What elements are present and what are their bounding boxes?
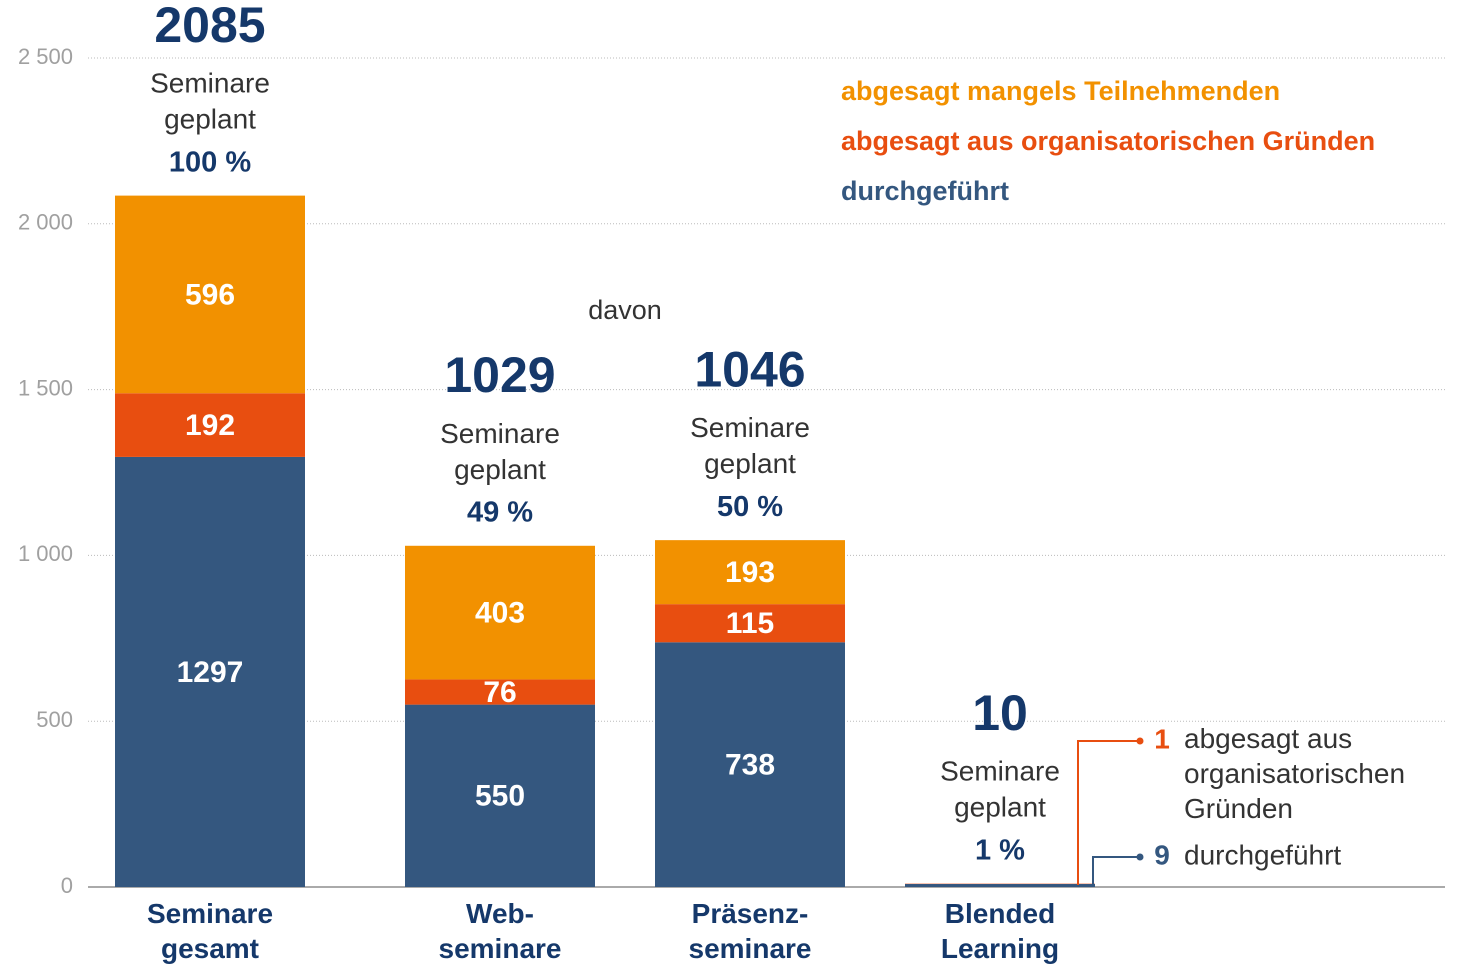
bar-segment bbox=[115, 456, 305, 887]
x-tick-label: Präsenz-seminare bbox=[689, 898, 812, 964]
percent-label: 100 % bbox=[169, 146, 251, 178]
percent-label: 50 % bbox=[717, 491, 783, 523]
bar-segment bbox=[655, 540, 845, 605]
bar-value-label: 403 bbox=[475, 597, 525, 630]
y-tick-label: 500 bbox=[36, 707, 73, 732]
total-sublabel: Seminare geplant bbox=[940, 756, 1060, 823]
x-tick-label: Web-seminare bbox=[439, 898, 562, 964]
total-label: 1029 bbox=[444, 347, 555, 403]
callout-text: abgesagt aus organisatorischen Gründen bbox=[1184, 723, 1405, 824]
callout-line bbox=[1077, 740, 1140, 885]
y-tick-label: 1 000 bbox=[18, 541, 73, 566]
callout-dot bbox=[1136, 737, 1144, 745]
callout-dot bbox=[1136, 853, 1144, 861]
total-sublabel: Seminare geplant bbox=[690, 413, 810, 480]
bar-segment bbox=[405, 704, 595, 887]
annotation: davon bbox=[588, 295, 662, 325]
percent-label: 49 % bbox=[467, 496, 533, 528]
legend-entry: abgesagt mangels Teilnehmenden bbox=[841, 76, 1280, 106]
bar-segment bbox=[115, 195, 305, 394]
y-tick-label: 0 bbox=[61, 873, 73, 898]
callout-value: 9 bbox=[1154, 839, 1170, 870]
callout-line bbox=[1092, 856, 1140, 885]
bar-value-label: 115 bbox=[726, 607, 774, 640]
callout-value: 1 bbox=[1154, 723, 1170, 754]
bar-segment bbox=[905, 884, 1095, 887]
bar-segment bbox=[115, 393, 305, 457]
x-tick-label: Blended Learning bbox=[941, 898, 1059, 964]
bar-segment bbox=[655, 604, 845, 643]
y-tick-label: 1 500 bbox=[18, 375, 73, 400]
legend-entry: abgesagt aus organisatorischen Gründen bbox=[841, 126, 1375, 156]
bar-value-label: 76 bbox=[483, 676, 516, 709]
bar-segment bbox=[405, 679, 595, 705]
bar-value-label: 192 bbox=[185, 409, 235, 442]
y-tick-label: 2 000 bbox=[18, 210, 73, 235]
bar-value-label: 550 bbox=[475, 780, 525, 813]
percent-label: 1 % bbox=[975, 834, 1025, 866]
bar-value-label: 1297 bbox=[177, 656, 244, 689]
bar-segment bbox=[655, 642, 845, 887]
bar-value-label: 193 bbox=[725, 556, 775, 589]
total-sublabel: Seminare geplant bbox=[440, 418, 560, 485]
total-label: 1046 bbox=[694, 341, 805, 397]
bar-value-label: 738 bbox=[725, 749, 775, 782]
total-label: 2085 bbox=[154, 0, 265, 53]
y-tick-label: 2 500 bbox=[18, 44, 73, 69]
legend-entry: durchgeführt bbox=[841, 176, 1009, 206]
total-label: 10 bbox=[972, 685, 1028, 741]
callout-text: durchgeführt bbox=[1184, 839, 1341, 870]
total-sublabel: Seminare geplant bbox=[150, 68, 270, 135]
bar-value-label: 596 bbox=[185, 278, 235, 311]
bar-segment bbox=[405, 545, 595, 680]
x-tick-label: Seminare gesamt bbox=[147, 898, 273, 964]
